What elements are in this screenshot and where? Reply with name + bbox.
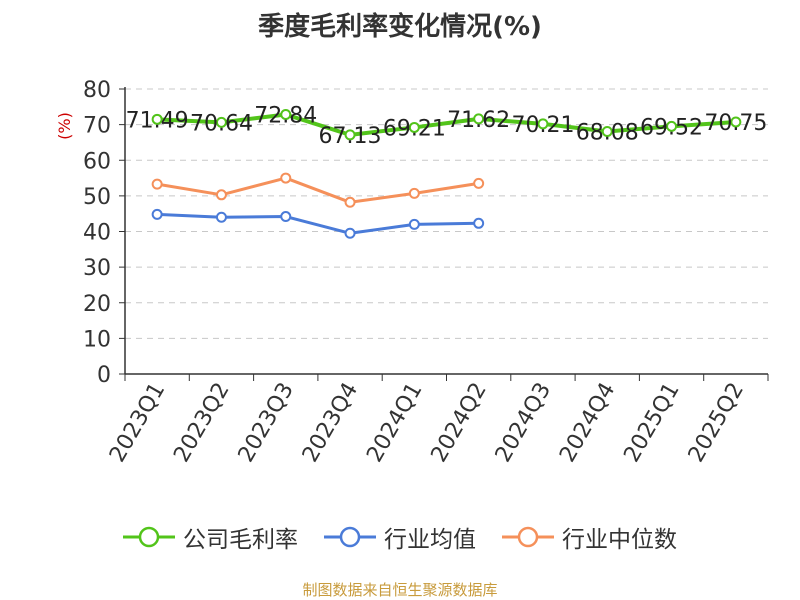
series-line — [157, 212, 479, 235]
x-tick-label: 2025Q2 — [684, 379, 749, 467]
data-point — [537, 118, 549, 130]
data-point — [344, 227, 356, 239]
legend-label: 行业均值 — [384, 527, 476, 553]
data-point — [280, 211, 292, 223]
data-label: 71.49 — [126, 108, 189, 133]
data-point — [280, 172, 292, 184]
data-point — [408, 121, 420, 133]
data-point — [215, 189, 227, 201]
data-point — [280, 109, 292, 121]
data-label: 72.84 — [254, 104, 317, 129]
x-tick-label: 2023Q4 — [298, 379, 363, 467]
x-tick-label: 2024Q4 — [555, 379, 620, 467]
data-label: 70.75 — [704, 111, 767, 136]
data-point — [473, 113, 485, 125]
data-point — [601, 125, 613, 137]
data-point — [215, 116, 227, 128]
data-point — [215, 211, 227, 223]
legend-swatch — [502, 526, 554, 548]
y-tick-label: 80 — [83, 78, 111, 103]
source-note: 制图数据来自恒生聚源数据库 — [302, 581, 498, 599]
y-tick-label: 0 — [97, 363, 111, 388]
data-point — [473, 217, 485, 229]
y-tick-label: 10 — [83, 327, 111, 352]
legend-item[interactable]: 行业中位数 — [502, 520, 677, 554]
y-tick-label: 60 — [83, 149, 111, 174]
data-label: 68.08 — [576, 120, 639, 145]
legend-marker — [517, 526, 539, 548]
x-tick-label: 2024Q2 — [427, 379, 492, 467]
series-layer — [151, 109, 742, 239]
data-label: 69.52 — [640, 115, 703, 140]
data-point — [666, 120, 678, 132]
data-point — [344, 196, 356, 208]
series-line — [157, 112, 736, 137]
data-point — [473, 177, 485, 189]
data-label: 70.21 — [511, 113, 574, 138]
y-tick-label: 30 — [83, 256, 111, 281]
y-axis-label: (%) — [55, 112, 74, 140]
data-label: 69.21 — [383, 116, 446, 141]
legend-label: 公司毛利率 — [183, 527, 298, 553]
y-tick-label: 20 — [83, 292, 111, 317]
data-label: 71.62 — [447, 108, 510, 133]
x-tick-label: 2023Q3 — [234, 379, 299, 467]
data-point — [151, 178, 163, 190]
x-tick-label: 2024Q3 — [491, 379, 556, 467]
legend-label: 行业中位数 — [562, 527, 677, 553]
legend-marker — [138, 526, 160, 548]
x-tick-label: 2023Q1 — [105, 379, 170, 467]
legend-swatch — [123, 526, 175, 548]
series-line — [156, 176, 479, 204]
legend-swatch — [324, 526, 376, 548]
y-tick-label: 50 — [83, 185, 111, 210]
data-label: 70.64 — [190, 111, 253, 136]
legend-marker — [339, 526, 361, 548]
y-tick-label: 70 — [83, 114, 111, 139]
data-point — [344, 129, 356, 141]
legend-item[interactable]: 行业均值 — [324, 520, 476, 554]
data-point — [151, 113, 163, 125]
data-label: 67.13 — [319, 124, 382, 149]
data-point — [408, 218, 420, 230]
data-point — [151, 208, 163, 220]
x-tick-label: 2025Q1 — [619, 379, 684, 467]
chart-title: 季度毛利率变化情况(%) — [258, 12, 542, 42]
x-tick-label: 2023Q2 — [169, 379, 234, 467]
data-point — [730, 116, 742, 128]
x-tick-label: 2024Q1 — [362, 379, 427, 467]
legend: 公司毛利率 行业均值 行业中位数 — [0, 520, 800, 554]
y-tick-label: 40 — [83, 221, 111, 246]
data-point — [408, 187, 420, 199]
legend-item[interactable]: 公司毛利率 — [123, 520, 298, 554]
